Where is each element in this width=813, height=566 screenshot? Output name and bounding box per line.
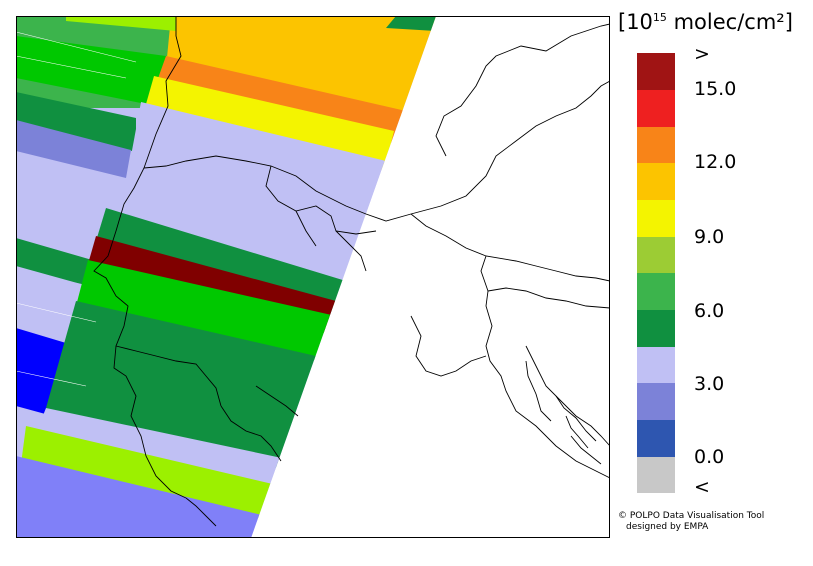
unit-exponent: 15 xyxy=(652,11,667,24)
legend-swatch xyxy=(637,163,675,201)
credit-line-2: designed by EMPA xyxy=(626,522,709,532)
legend-tick-label: 15.0 xyxy=(694,78,737,100)
legend-tick-label: 0.0 xyxy=(694,446,725,468)
color-scale-bar xyxy=(637,53,675,494)
credit-line-1: © POLPO Data Visualisation Tool xyxy=(618,511,765,521)
legend-swatch xyxy=(637,383,675,421)
credit-text: © POLPO Data Visualisation Tool designed… xyxy=(618,511,764,533)
legend-swatch xyxy=(637,126,675,164)
border-lines xyxy=(93,16,610,527)
legend-swatch xyxy=(637,53,675,91)
legend-swatch xyxy=(637,89,675,127)
legend-tick-label: < xyxy=(694,476,710,498)
map-area xyxy=(16,16,610,538)
legend-swatch xyxy=(637,346,675,384)
unit-base: [10 xyxy=(618,10,653,34)
legend-swatch xyxy=(637,309,675,347)
satellite-swath xyxy=(16,16,436,538)
unit-rest: molec/cm²] xyxy=(666,10,793,34)
legend-swatch xyxy=(637,273,675,311)
legend-swatch xyxy=(637,456,675,494)
legend-swatch xyxy=(637,199,675,237)
legend-unit-title: [1015 molec/cm²] xyxy=(618,10,793,34)
no2-column-map xyxy=(16,16,610,538)
legend-tick-label: > xyxy=(694,43,710,65)
legend-tick-label: 12.0 xyxy=(694,151,737,173)
legend-swatch xyxy=(637,419,675,457)
legend-swatch xyxy=(637,236,675,274)
legend-tick-label: 6.0 xyxy=(694,300,725,322)
legend-tick-label: 3.0 xyxy=(694,373,725,395)
legend-tick-label: 9.0 xyxy=(694,226,725,248)
